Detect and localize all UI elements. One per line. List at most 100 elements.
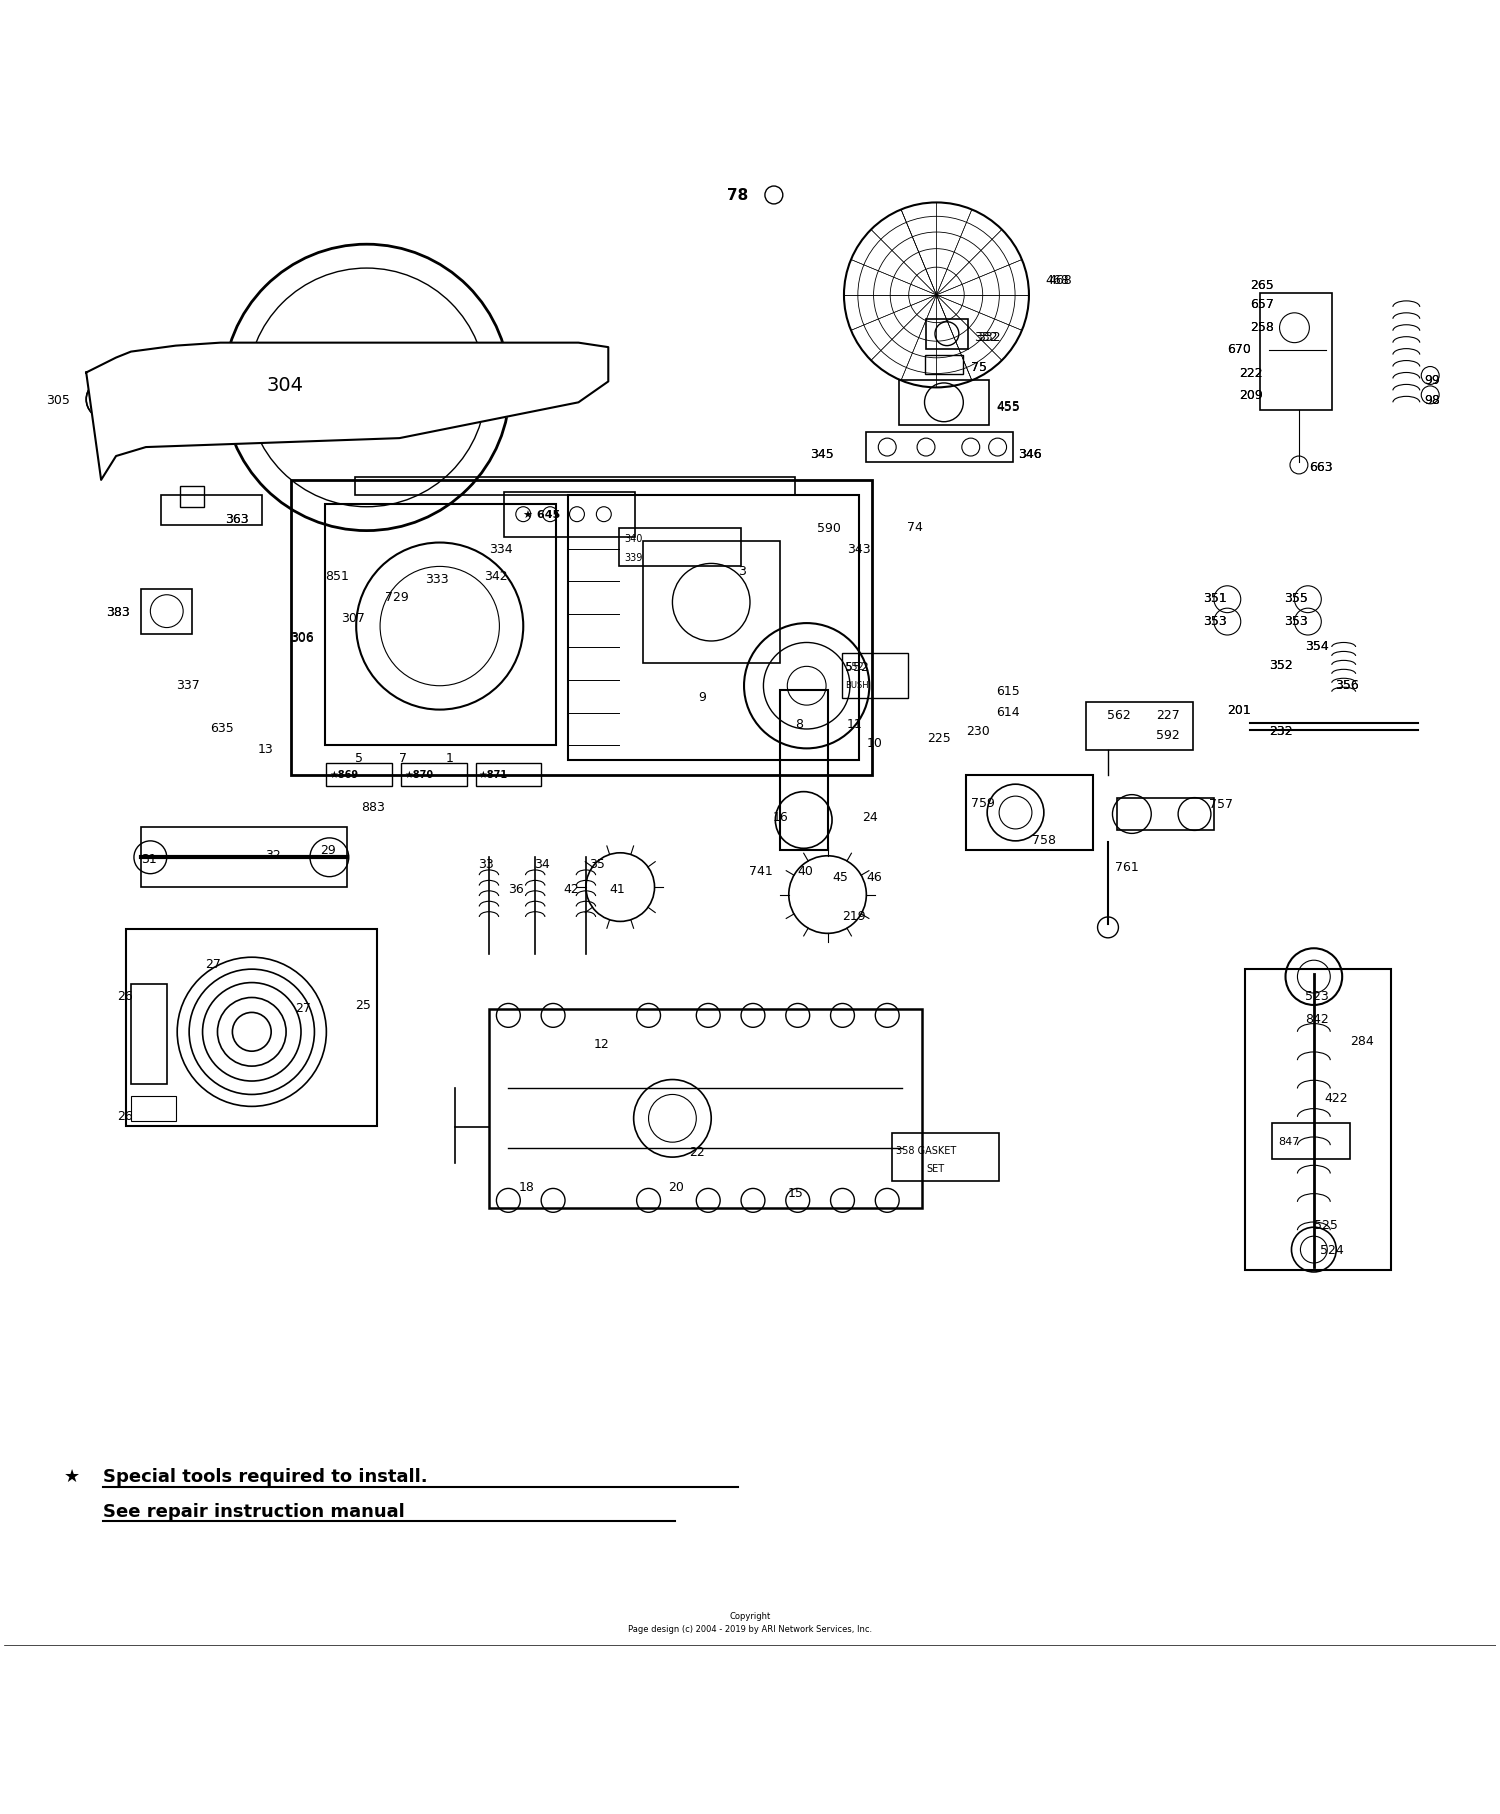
Text: 363: 363 bbox=[225, 513, 249, 526]
Text: 201: 201 bbox=[1227, 704, 1251, 717]
Text: 222: 222 bbox=[1239, 366, 1263, 379]
Bar bbox=[400, 764, 466, 785]
Text: 230: 230 bbox=[966, 724, 990, 738]
Bar bbox=[476, 764, 542, 785]
Text: 74: 74 bbox=[906, 521, 922, 533]
Text: 16: 16 bbox=[772, 811, 788, 824]
Text: 525: 525 bbox=[1314, 1217, 1338, 1232]
Bar bbox=[180, 486, 204, 508]
Text: 552: 552 bbox=[846, 660, 870, 673]
Text: 354: 354 bbox=[1305, 640, 1329, 653]
Text: 98: 98 bbox=[1424, 394, 1440, 406]
Text: ★871: ★871 bbox=[478, 769, 507, 780]
Text: 12: 12 bbox=[594, 1038, 609, 1050]
Text: 33: 33 bbox=[478, 858, 495, 871]
Text: ★870: ★870 bbox=[404, 769, 433, 780]
Text: 258: 258 bbox=[1250, 321, 1274, 334]
Bar bbox=[867, 434, 1012, 463]
Bar bbox=[568, 495, 860, 760]
Bar bbox=[1086, 702, 1192, 751]
Text: 354: 354 bbox=[1305, 640, 1329, 653]
Polygon shape bbox=[86, 343, 609, 481]
Text: 334: 334 bbox=[489, 542, 513, 555]
Text: 337: 337 bbox=[176, 678, 200, 691]
Text: 34: 34 bbox=[534, 858, 549, 871]
Text: 468: 468 bbox=[1046, 274, 1070, 287]
Text: 759: 759 bbox=[970, 796, 994, 809]
Text: 339: 339 bbox=[624, 553, 644, 562]
Text: 345: 345 bbox=[810, 448, 834, 461]
Text: 455: 455 bbox=[996, 399, 1020, 412]
Text: 232: 232 bbox=[1269, 724, 1293, 738]
Text: 358 GASKET: 358 GASKET bbox=[896, 1145, 957, 1156]
Text: 356: 356 bbox=[1335, 678, 1359, 691]
Bar bbox=[618, 528, 741, 568]
Text: 670: 670 bbox=[1227, 343, 1251, 356]
Text: 98: 98 bbox=[1424, 394, 1440, 406]
Text: 22: 22 bbox=[688, 1145, 705, 1157]
Bar bbox=[141, 590, 192, 635]
Bar bbox=[126, 929, 376, 1126]
Text: 25: 25 bbox=[354, 1000, 370, 1012]
Text: 3: 3 bbox=[738, 566, 746, 579]
Bar bbox=[1245, 970, 1392, 1272]
Bar bbox=[891, 1134, 999, 1181]
Text: 9: 9 bbox=[698, 691, 705, 704]
Text: 883: 883 bbox=[360, 800, 384, 814]
Text: 523: 523 bbox=[1305, 990, 1329, 1003]
Text: 562: 562 bbox=[1107, 707, 1131, 722]
Text: 5: 5 bbox=[354, 751, 363, 764]
Text: 27: 27 bbox=[206, 958, 222, 970]
Bar bbox=[926, 319, 968, 350]
Text: 552: 552 bbox=[846, 662, 864, 671]
Text: 99: 99 bbox=[1424, 374, 1440, 386]
Text: 20: 20 bbox=[668, 1181, 684, 1194]
Text: 355: 355 bbox=[1284, 591, 1308, 604]
Text: 422: 422 bbox=[1324, 1092, 1348, 1105]
Text: 455: 455 bbox=[996, 401, 1020, 414]
Text: 27: 27 bbox=[296, 1001, 310, 1014]
Text: 201: 201 bbox=[1227, 704, 1251, 717]
Text: 8: 8 bbox=[795, 717, 802, 729]
Text: 615: 615 bbox=[996, 684, 1020, 697]
Text: 26: 26 bbox=[117, 990, 134, 1003]
Text: 35: 35 bbox=[590, 858, 604, 871]
Text: 352: 352 bbox=[1269, 658, 1293, 671]
Text: 346: 346 bbox=[1019, 448, 1042, 461]
Text: 284: 284 bbox=[1350, 1034, 1374, 1048]
Text: 592: 592 bbox=[1155, 729, 1179, 742]
Text: 46: 46 bbox=[867, 871, 882, 883]
Text: 352: 352 bbox=[1269, 658, 1293, 671]
Text: 258: 258 bbox=[1250, 321, 1274, 334]
Text: 757: 757 bbox=[1209, 798, 1233, 811]
Text: 7: 7 bbox=[399, 751, 408, 764]
Text: 31: 31 bbox=[141, 853, 158, 865]
Text: 18: 18 bbox=[519, 1181, 534, 1194]
Bar bbox=[1260, 294, 1332, 410]
Text: 851: 851 bbox=[326, 570, 348, 582]
Text: 209: 209 bbox=[1239, 390, 1263, 403]
Text: 265: 265 bbox=[1250, 279, 1274, 292]
Bar bbox=[326, 504, 556, 746]
Text: ★: ★ bbox=[64, 1468, 80, 1486]
Text: 40: 40 bbox=[798, 865, 813, 878]
Text: 78: 78 bbox=[728, 189, 748, 203]
Text: 353: 353 bbox=[1203, 615, 1227, 628]
Text: 222: 222 bbox=[1239, 366, 1263, 379]
Text: 45: 45 bbox=[833, 871, 848, 883]
Text: 306: 306 bbox=[291, 631, 315, 646]
Text: 343: 343 bbox=[847, 542, 870, 555]
Text: 265: 265 bbox=[1250, 279, 1274, 292]
Bar bbox=[1118, 798, 1214, 831]
Text: 345: 345 bbox=[810, 448, 834, 461]
Text: SET: SET bbox=[926, 1163, 944, 1174]
Text: 332: 332 bbox=[976, 330, 1000, 345]
Bar bbox=[489, 1010, 921, 1208]
Text: ★869: ★869 bbox=[330, 769, 358, 780]
Text: 42: 42 bbox=[564, 883, 579, 896]
Text: 657: 657 bbox=[1250, 297, 1274, 312]
Bar bbox=[504, 493, 634, 537]
Text: 351: 351 bbox=[1203, 591, 1227, 604]
Text: 353: 353 bbox=[1284, 615, 1308, 628]
Text: 219: 219 bbox=[843, 909, 866, 923]
